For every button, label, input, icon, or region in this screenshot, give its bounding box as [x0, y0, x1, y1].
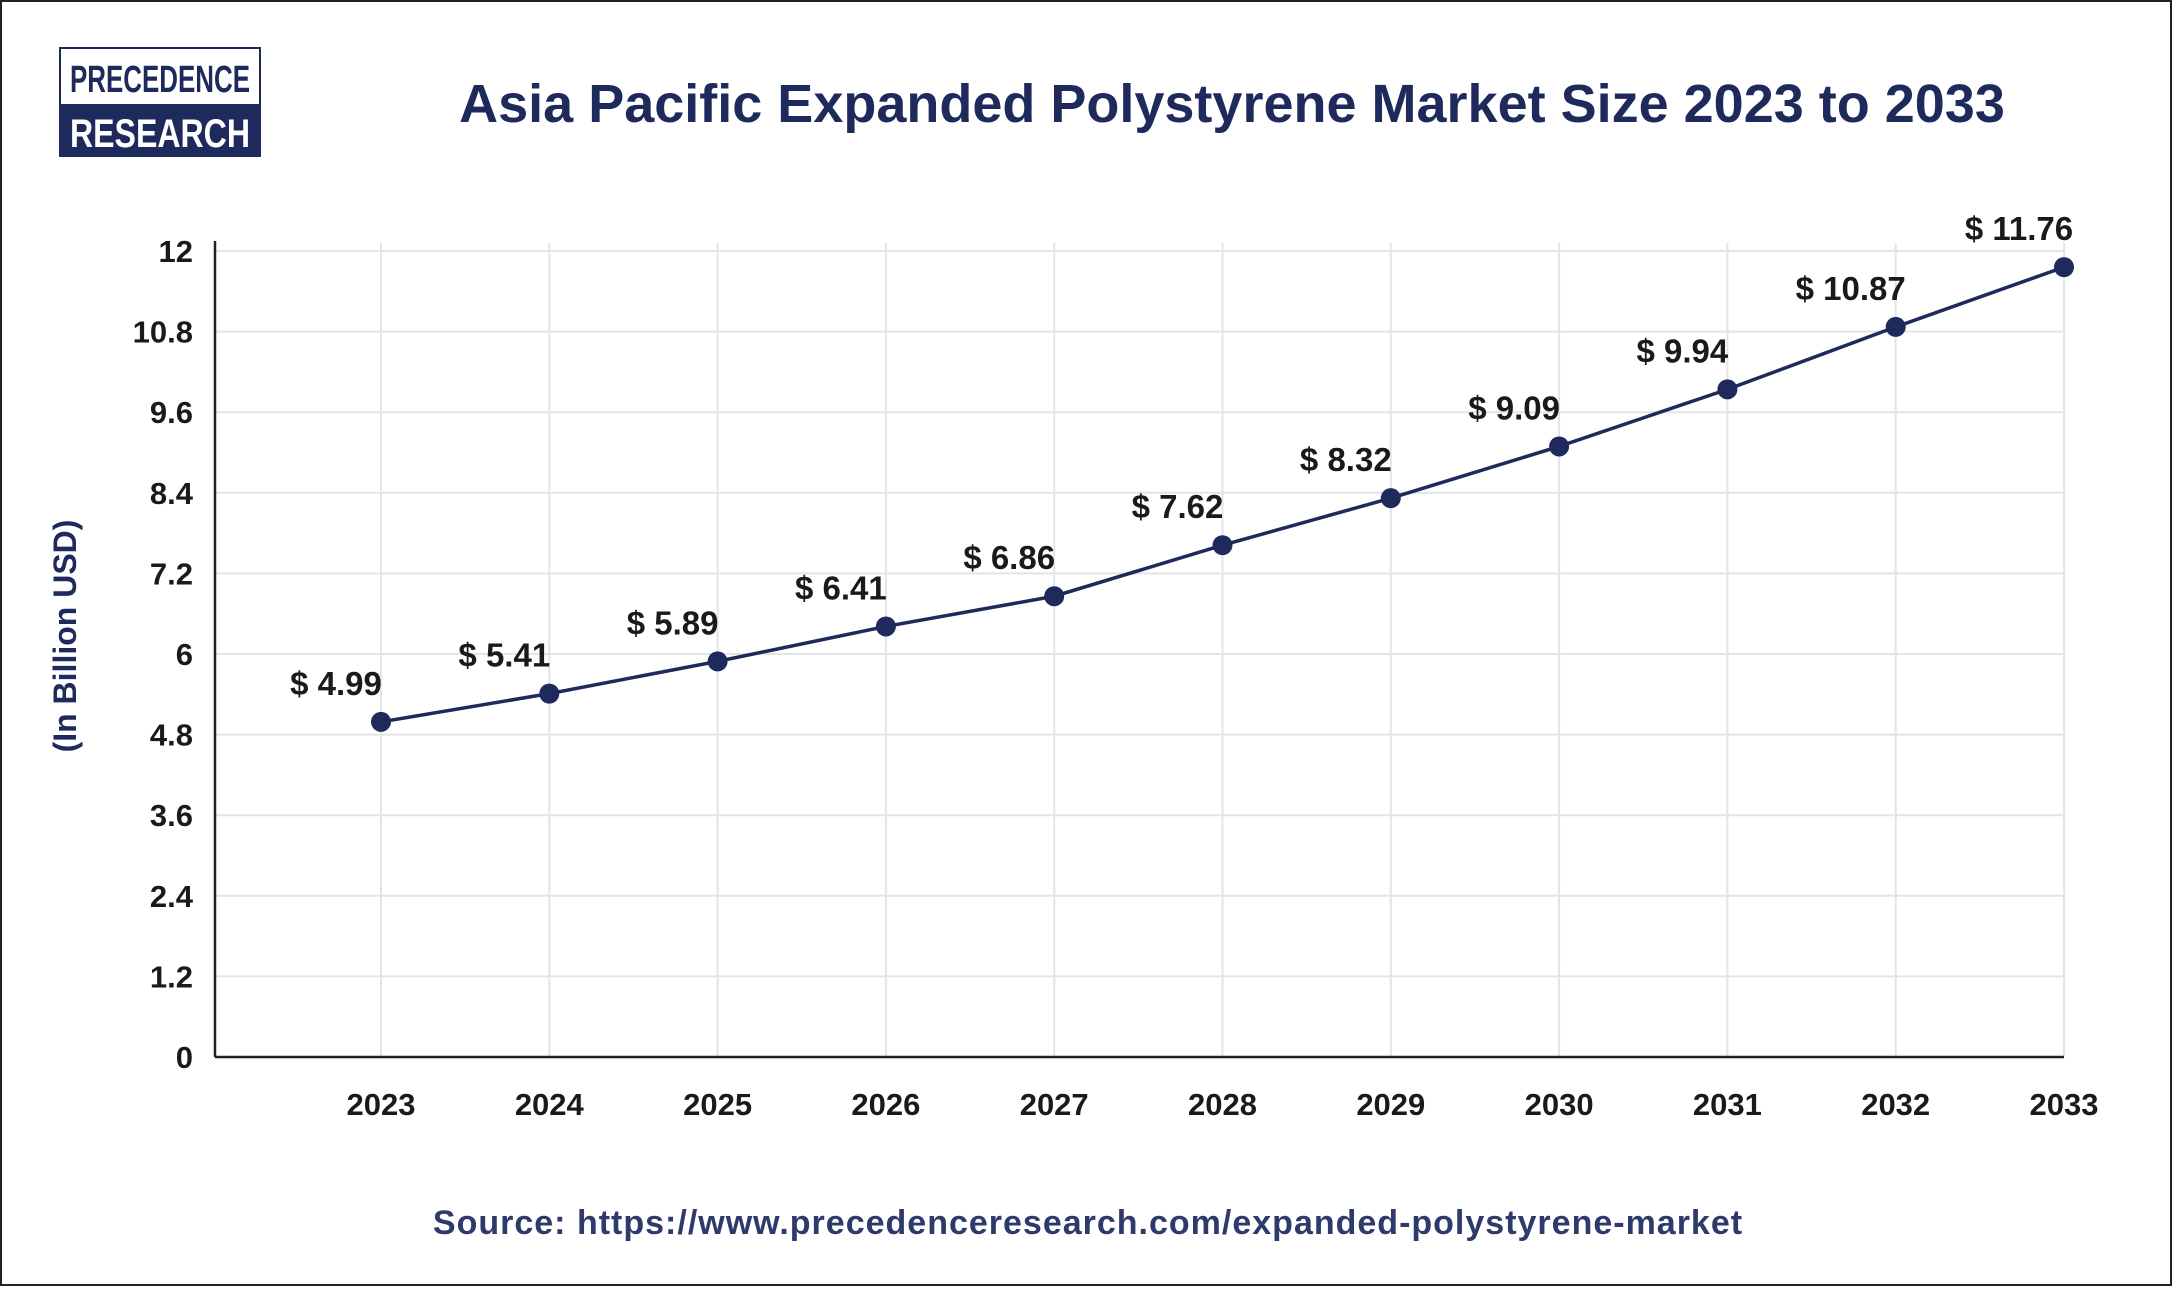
y-tick-label: 2.4	[150, 879, 194, 914]
data-label: $ 6.86	[963, 539, 1055, 576]
data-label: $ 5.41	[458, 637, 550, 674]
x-tick-label: 2029	[1356, 1087, 1425, 1122]
data-point	[539, 683, 560, 704]
x-tick-label: 2028	[1188, 1087, 1257, 1122]
data-point	[875, 616, 896, 637]
data-point	[1212, 535, 1233, 556]
y-tick-label: 0	[176, 1040, 193, 1075]
logo: PRECEDENCE RESEARCH	[59, 47, 261, 157]
data-label: $ 7.62	[1132, 488, 1224, 525]
data-label: $ 9.94	[1637, 332, 1729, 369]
x-tick-label: 2030	[1525, 1087, 1594, 1122]
y-tick-label: 6	[176, 637, 193, 672]
data-point	[707, 651, 728, 672]
data-point	[371, 711, 391, 732]
y-tick-label: 10.8	[133, 315, 193, 350]
y-tick-label: 3.6	[150, 798, 193, 833]
y-tick-label: 7.2	[150, 556, 193, 591]
data-point	[1044, 586, 1065, 607]
tick-labels: 0 1.2 2.4 3.6 4.8 6 7.2 8.4 9.6 10.8 12 2023 2024 202…	[133, 234, 2099, 1122]
data-point	[1717, 379, 1738, 400]
y-tick-label: 9.6	[150, 395, 193, 430]
y-tick-label: 12	[159, 234, 193, 269]
source-text: Source: https://www.precedenceresearch.c…	[433, 1204, 1743, 1242]
data-label: $ 6.41	[795, 569, 887, 606]
y-tick-label: 8.4	[150, 476, 194, 511]
x-tick-label: 2027	[1020, 1087, 1089, 1122]
logo-line2: RESEARCH	[70, 112, 250, 156]
data-label: $ 4.99	[290, 665, 382, 702]
data-label: $ 10.87	[1796, 270, 1906, 307]
x-tick-label: 2032	[1861, 1087, 1930, 1122]
data-point	[1885, 316, 1906, 337]
grid	[215, 243, 2065, 1057]
y-axis-label: (In Billion USD)	[47, 520, 83, 753]
x-tick-label: 2033	[2030, 1087, 2099, 1122]
y-tick-label: 1.2	[150, 959, 193, 994]
x-tick-label: 2026	[851, 1087, 920, 1122]
x-tick-label: 2023	[347, 1087, 416, 1122]
data-point	[1549, 436, 1570, 457]
x-tick-label: 2024	[515, 1087, 585, 1122]
data-point	[2054, 257, 2074, 278]
data-point	[1380, 488, 1401, 509]
data-label: $ 9.09	[1468, 389, 1560, 426]
logo-line1: PRECEDENCE	[70, 59, 250, 101]
x-tick-label: 2031	[1693, 1087, 1762, 1122]
data-label: $ 8.32	[1300, 441, 1392, 478]
data-label: $ 5.89	[627, 604, 719, 641]
axes	[213, 241, 2064, 1059]
y-tick-label: 4.8	[150, 718, 193, 753]
data-label: $ 11.76	[1965, 210, 2073, 247]
chart-title: Asia Pacific Expanded Polystyrene Market…	[459, 74, 2005, 134]
x-tick-label: 2025	[683, 1087, 752, 1122]
series: $ 4.99 $ 5.41 $ 5.89 $ 6.41 $ 6.86 $ 7.62 $ 8.…	[290, 210, 2074, 732]
